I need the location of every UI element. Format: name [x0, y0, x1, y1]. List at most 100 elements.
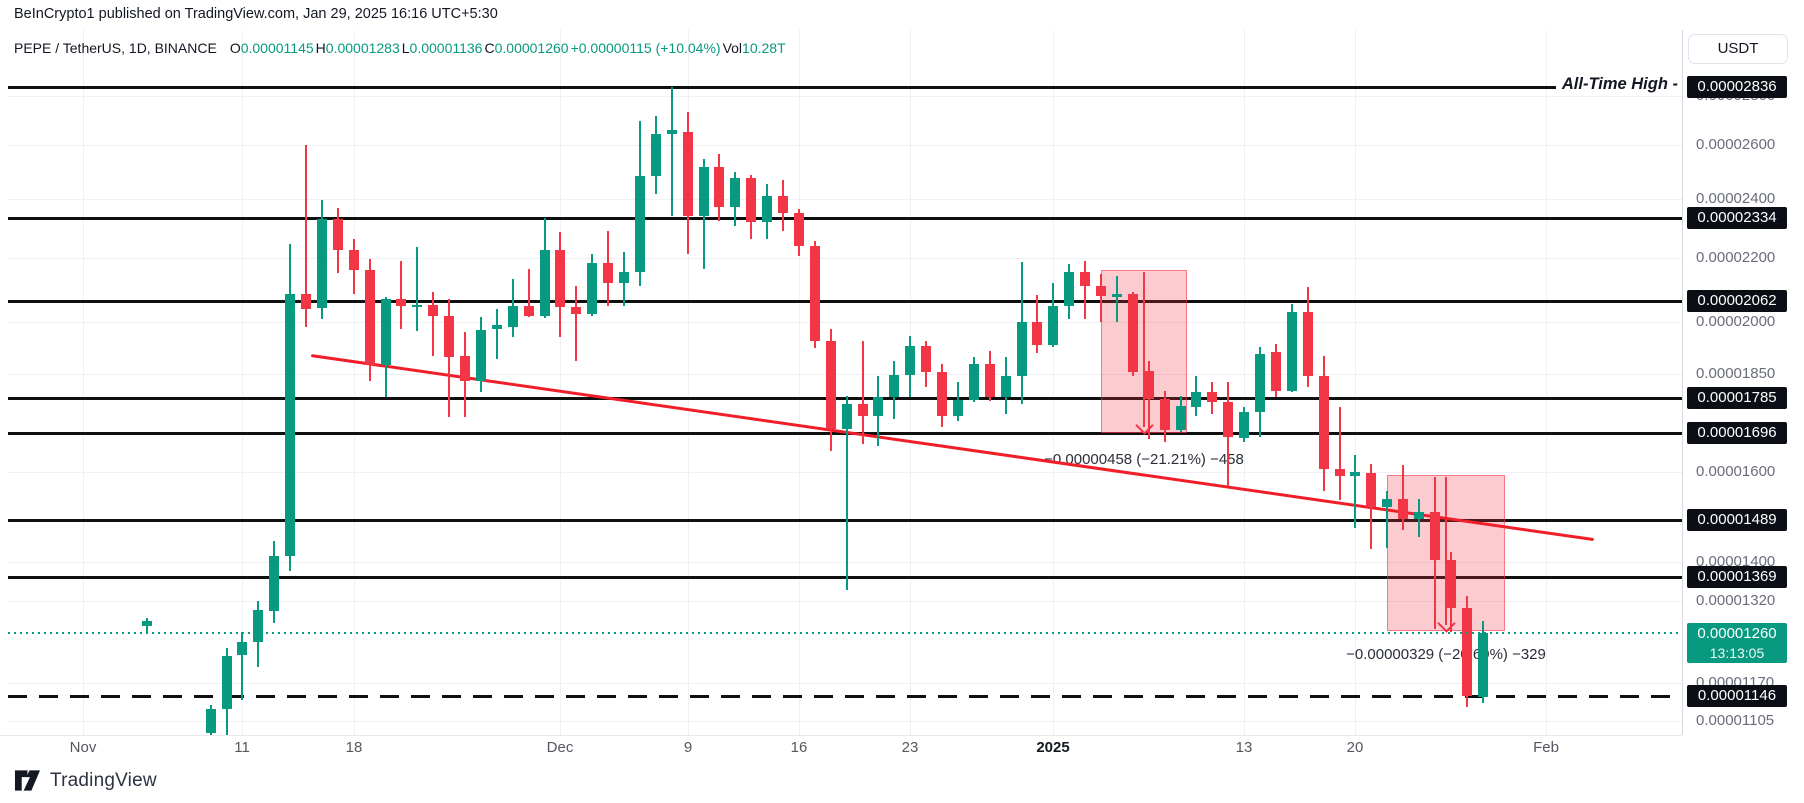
time-axis-label: 18	[345, 739, 363, 756]
price-level-line[interactable]	[8, 695, 1682, 698]
candle	[269, 556, 279, 611]
price-axis-label: 0.00001320	[1696, 592, 1776, 609]
candle	[222, 656, 232, 709]
candle	[1223, 402, 1233, 437]
candle	[1335, 469, 1345, 476]
legend-value: Vol10.28T	[722, 40, 786, 56]
legend-value: H0.00001283	[315, 40, 400, 56]
time-axis-label: 9	[683, 739, 693, 756]
price-level-line[interactable]	[8, 300, 1682, 303]
candle	[826, 341, 836, 429]
candle	[444, 316, 454, 357]
time-gridline	[1355, 30, 1356, 735]
candle	[858, 404, 868, 416]
candle	[953, 400, 963, 416]
price-axis-label: 0.00002200	[1696, 249, 1776, 266]
symbol-title[interactable]: PEPE / TetherUS, 1D, BINANCE	[14, 40, 217, 56]
price-level-line[interactable]	[8, 86, 1556, 89]
candle	[349, 250, 359, 270]
candle	[1048, 306, 1058, 345]
candle	[381, 299, 391, 365]
time-axis-label: 23	[901, 739, 919, 756]
price-level-line[interactable]	[8, 217, 1682, 220]
candle	[1096, 286, 1106, 296]
legend-value: L0.00001136	[401, 40, 483, 56]
candle	[969, 364, 979, 400]
candle-wick	[862, 341, 864, 444]
price-level-badge: 0.00002062	[1687, 290, 1787, 312]
time-axis-label: Feb	[1533, 739, 1559, 756]
candle	[1080, 272, 1090, 286]
time-gridline	[242, 30, 243, 735]
candle	[810, 246, 820, 341]
candle	[237, 642, 247, 655]
tradingview-logo[interactable]: TradingView	[14, 769, 157, 792]
candle	[1430, 512, 1440, 560]
candle	[603, 263, 613, 283]
candle-wick	[671, 87, 673, 216]
price-level-line[interactable]	[8, 397, 1682, 400]
candle	[746, 178, 756, 222]
candle	[667, 130, 677, 134]
candle	[508, 306, 518, 327]
price-level-badge: 0.00001696	[1687, 422, 1787, 444]
time-gridline	[1546, 30, 1547, 735]
candle	[365, 270, 375, 365]
legend-value: C0.00001260	[484, 40, 569, 56]
candle	[206, 709, 216, 733]
candle	[317, 219, 327, 308]
time-axis-label: Dec	[546, 739, 574, 756]
candle	[1207, 392, 1217, 402]
ohlc-values: O0.00001145 H0.00001283 L0.00001136 C0.0000…	[230, 40, 788, 56]
attribution-text: BeInCrypto1 published on TradingView.com…	[14, 6, 498, 22]
price-gridline	[8, 683, 1682, 684]
price-axis-label: 0.00001850	[1696, 365, 1776, 382]
all-time-high-label[interactable]: All-Time High -	[1561, 75, 1678, 93]
candle-wick	[846, 396, 848, 590]
price-axis-label: 0.00002400	[1696, 190, 1776, 207]
time-gridline	[1053, 30, 1054, 735]
price-gridline	[8, 199, 1682, 200]
candle	[555, 250, 565, 307]
candle-wick	[1339, 407, 1341, 500]
measure-annotation[interactable]: −0.00000329 (−20.69%) −329	[1346, 646, 1546, 663]
currency-toggle-button[interactable]: USDT	[1688, 34, 1788, 64]
price-axis-label: 0.00001105	[1696, 712, 1775, 729]
price-level-badge: 0.00001785	[1687, 387, 1787, 409]
candle	[905, 346, 915, 375]
candle	[1239, 412, 1249, 438]
candle-wick	[496, 309, 498, 359]
candle	[714, 167, 724, 207]
candle-wick	[1148, 361, 1150, 439]
price-axis[interactable]: 0.000028000.000026000.000024000.00002200…	[1682, 30, 1804, 735]
bar-countdown: 13:13:05	[1709, 645, 1765, 661]
current-price-badge: 0.00001260 13:13:05	[1687, 623, 1787, 663]
chart-legend[interactable]: PEPE / TetherUS, 1D, BINANCE O0.00001145…	[14, 37, 788, 59]
candle	[1319, 376, 1329, 469]
candle	[699, 167, 709, 216]
candle	[1462, 608, 1472, 696]
price-level-badge: 0.00002334	[1687, 207, 1787, 229]
candle-wick	[400, 261, 402, 329]
price-axis-label: 0.00002000	[1696, 313, 1776, 330]
candle	[1366, 473, 1376, 507]
legend-value: +0.00000115 (+10.04%)	[570, 40, 721, 56]
price-gridline	[8, 472, 1682, 473]
candle	[476, 330, 486, 381]
time-axis-label: 13	[1235, 739, 1253, 756]
measure-annotation[interactable]: −0.00000458 (−21.21%) −458	[1044, 451, 1244, 468]
time-gridline	[1244, 30, 1245, 735]
current-price-value: 0.00001260	[1697, 625, 1777, 642]
candle	[683, 132, 693, 216]
candle	[873, 397, 883, 416]
candle	[1446, 560, 1456, 608]
candle	[587, 263, 597, 314]
candle-wick	[416, 247, 418, 331]
price-level-line[interactable]	[8, 519, 1682, 522]
chart-plot-area[interactable]: −0.00000458 (−21.21%) −458 −0.00000329 (−…	[0, 30, 1682, 735]
price-level-line[interactable]	[8, 576, 1682, 579]
time-axis[interactable]: Nov 11 18 Dec 9 16 23 2025 13 20 Feb	[0, 735, 1682, 758]
candle	[635, 176, 645, 272]
candle-wick	[528, 269, 530, 317]
